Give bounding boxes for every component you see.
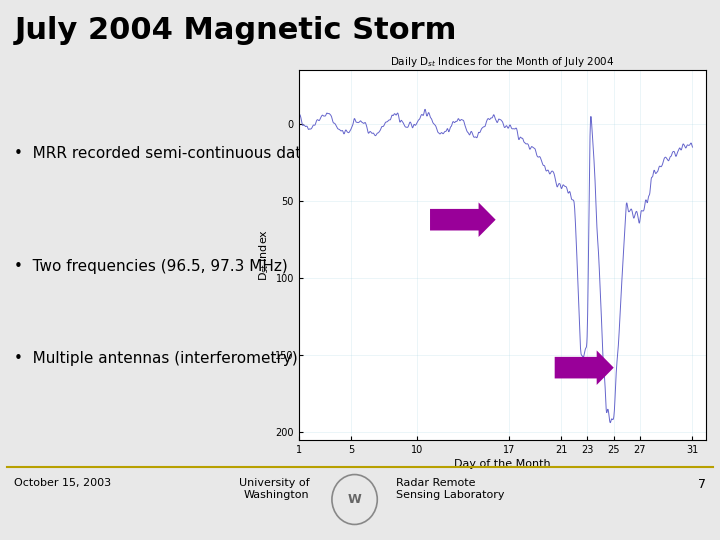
Text: •  Multiple antennas (interferometry): • Multiple antennas (interferometry) (14, 351, 298, 366)
Text: July 2004 Magnetic Storm: July 2004 Magnetic Storm (14, 16, 456, 45)
Text: 7: 7 (698, 478, 706, 491)
FancyArrow shape (430, 202, 495, 237)
Text: Radar Remote
Sensing Laboratory: Radar Remote Sensing Laboratory (396, 478, 505, 500)
Y-axis label: D$_{st}$ Index: D$_{st}$ Index (258, 229, 271, 281)
Text: University of
Washington: University of Washington (239, 478, 310, 500)
Text: W: W (348, 493, 361, 506)
X-axis label: Day of the Month: Day of the Month (454, 459, 551, 469)
Text: October 15, 2003: October 15, 2003 (14, 478, 112, 488)
Title: Daily D$_{st}$ Indices for the Month of July 2004: Daily D$_{st}$ Indices for the Month of … (390, 55, 614, 69)
Text: •  Two frequencies (96.5, 97.3 MHz): • Two frequencies (96.5, 97.3 MHz) (14, 259, 288, 274)
Text: •  MRR recorded semi-continuous data during 17-27 July 2004: • MRR recorded semi-continuous data duri… (14, 146, 490, 161)
FancyArrow shape (554, 350, 613, 385)
